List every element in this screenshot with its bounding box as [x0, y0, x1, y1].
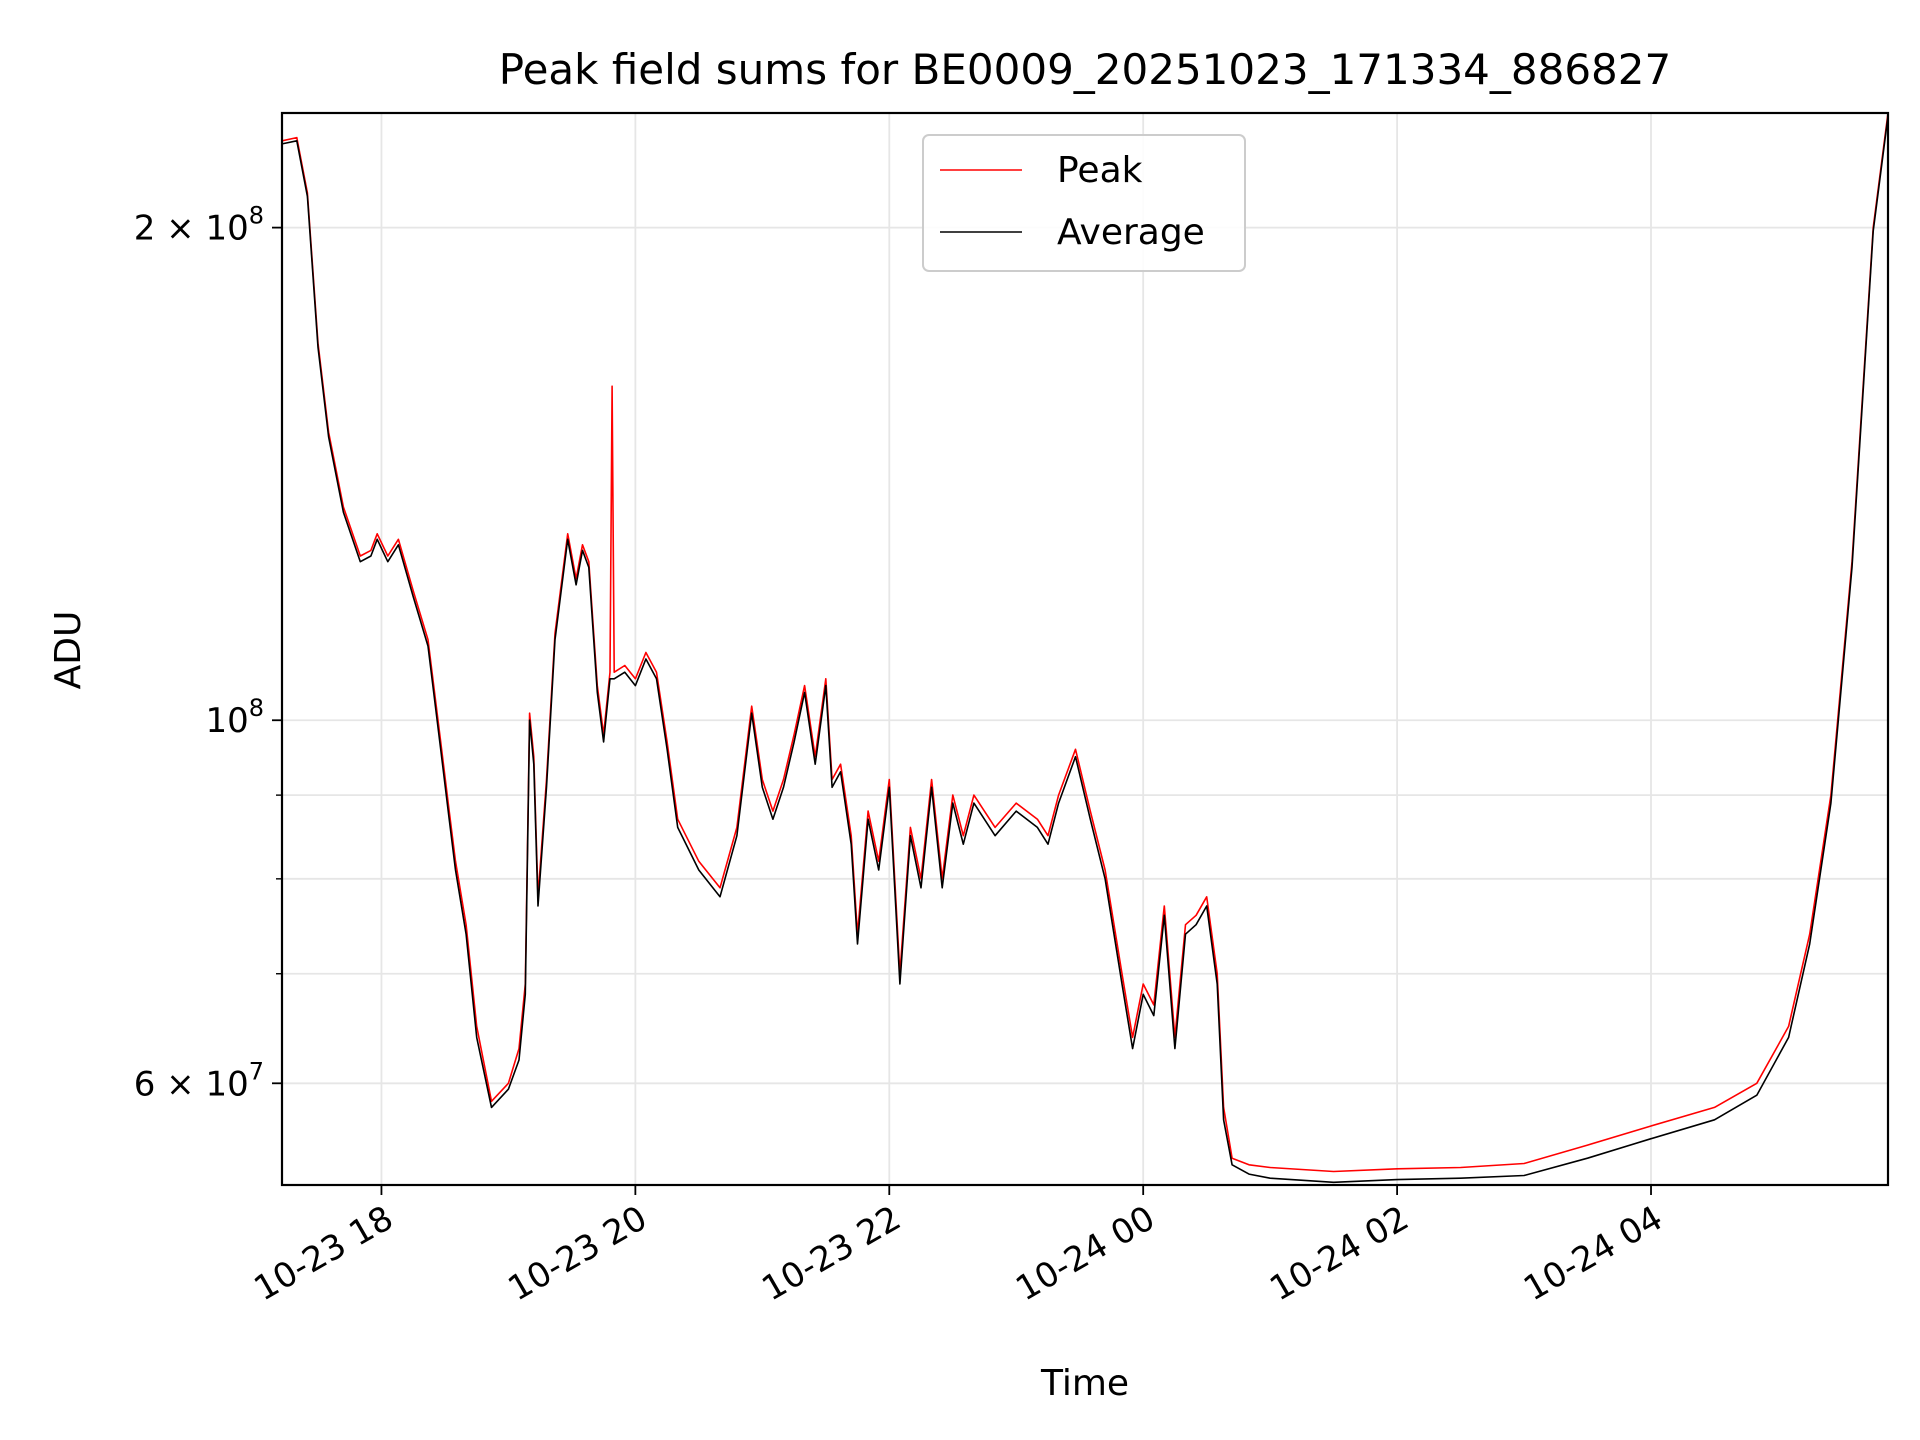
y-tick-base: 10 — [205, 701, 248, 741]
y-tick-exponent: 8 — [249, 202, 264, 230]
plot-frame — [280, 111, 1890, 1187]
legend-label-peak: Peak — [1057, 150, 1143, 191]
y-tick-label: 108 — [205, 694, 264, 741]
y-axis-label: ADU — [48, 611, 89, 690]
y-tick-times: × 10 — [155, 209, 248, 249]
grid-lines — [282, 113, 1888, 1185]
y-tick-times: × 10 — [155, 1064, 248, 1104]
plot-area — [282, 113, 1888, 1184]
legend: Peak Average — [922, 134, 1246, 272]
y-tick-exponent: 8 — [249, 694, 264, 722]
y-tick-exponent: 7 — [249, 1057, 264, 1085]
series-line-average — [282, 115, 1888, 1184]
legend-label-average: Average — [1057, 212, 1205, 253]
x-axis-label: Time — [1040, 1363, 1129, 1404]
y-tick-label: 2 × 108 — [134, 202, 264, 249]
legend-box — [922, 134, 1246, 272]
y-tick-label: 6 × 107 — [134, 1057, 264, 1104]
y-tick-mantissa: 2 — [134, 209, 156, 249]
chart-title: Peak field sums for BE0009_20251023_1713… — [499, 45, 1671, 94]
y-tick-mantissa: 6 — [134, 1064, 156, 1104]
